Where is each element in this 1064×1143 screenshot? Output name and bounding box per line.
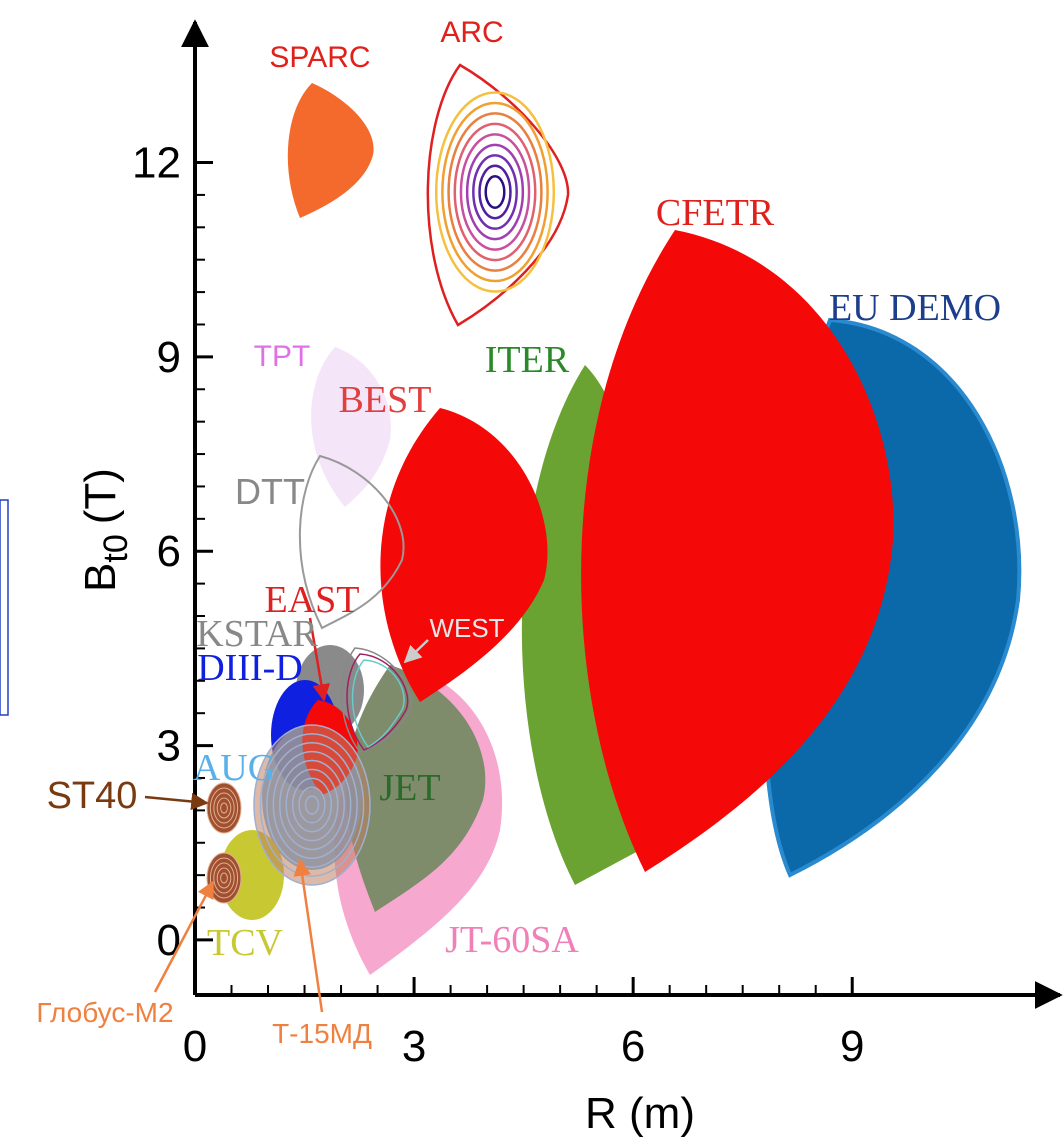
device-label: DIII-D — [197, 647, 303, 689]
device-label: Т-15МД — [272, 1018, 372, 1049]
device-label: TPT — [254, 340, 311, 373]
sparc-shape — [288, 83, 374, 218]
regions — [207, 65, 1019, 975]
device-label: ITER — [485, 339, 570, 381]
device-label: ARC — [440, 16, 503, 49]
y-tick-label: 9 — [157, 333, 181, 382]
arc-contour — [486, 176, 505, 207]
y-tick-label: 6 — [157, 527, 181, 576]
device-label: WEST — [429, 613, 504, 643]
arc-shape — [428, 65, 568, 325]
arc-contour — [467, 145, 523, 239]
x-tick-label: 3 — [402, 1022, 426, 1071]
device-label: JET — [379, 767, 440, 809]
arc-contour — [449, 113, 542, 270]
device-label: DTT — [235, 471, 305, 512]
device-label: AUG — [193, 747, 275, 789]
y-tick-label: 3 — [157, 722, 181, 771]
y-label-symbol: B — [76, 563, 125, 592]
device-label: SPARC — [269, 41, 370, 74]
device-label: ST40 — [47, 775, 138, 817]
x-tick-label: 6 — [621, 1022, 645, 1071]
device-label: BEST — [339, 379, 432, 421]
y-label-subscript: t0 — [97, 534, 135, 562]
y-label-unit: (T) — [76, 468, 125, 524]
device-label: TCV — [207, 922, 284, 964]
arc-contour — [480, 166, 511, 218]
y-tick-label: 12 — [132, 139, 181, 188]
chart: 0 3 6 9 12 0 3 6 9 R (m) Bt0 (T) SPARC ARC CFETR EU … — [0, 0, 1064, 1143]
frame-box — [0, 500, 8, 715]
x-tick-label: 9 — [840, 1022, 864, 1071]
device-label: CFETR — [656, 192, 775, 234]
y-axis-label: Bt0 (T) — [76, 468, 135, 592]
y-tick-label: 0 — [157, 916, 181, 965]
arc-contour — [442, 103, 547, 281]
device-label: Глобус-М2 — [36, 997, 173, 1028]
device-label: EU DEMO — [829, 287, 1001, 329]
x-tick-label: 0 — [183, 1022, 207, 1071]
x-axis-label: R (m) — [585, 1089, 695, 1138]
device-label: JT-60SA — [445, 919, 579, 961]
arc-contour — [461, 134, 529, 249]
tpt-shape — [311, 347, 391, 507]
st40-arrow — [145, 797, 207, 803]
